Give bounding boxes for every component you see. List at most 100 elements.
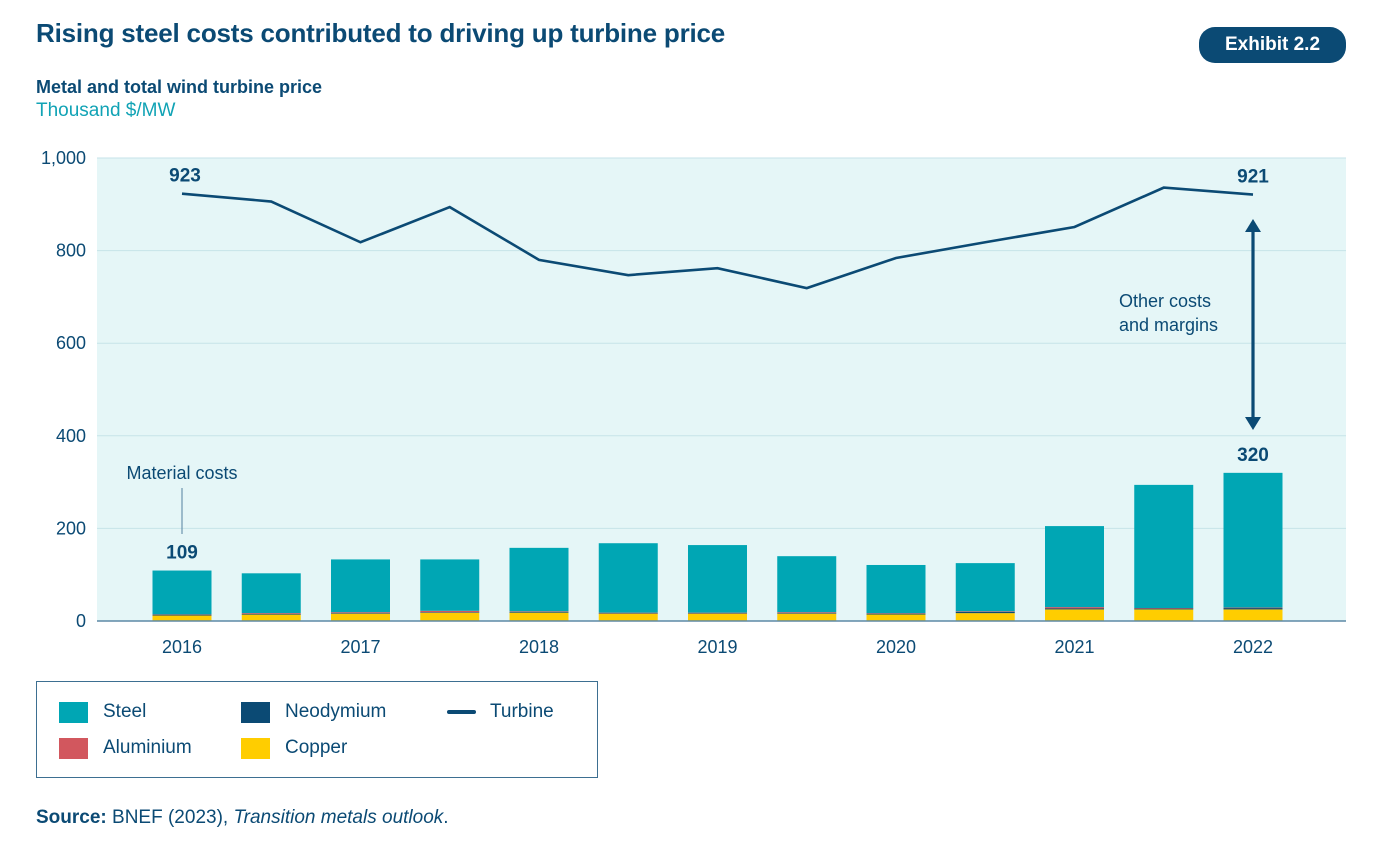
bar-steel	[688, 545, 747, 613]
bar-copper	[241, 614, 301, 621]
data-label: 109	[166, 543, 198, 564]
bar-copper	[688, 613, 747, 621]
legend-item-copper: Copper	[241, 737, 347, 759]
bar-steel	[1045, 526, 1104, 608]
bar-copper	[955, 613, 1015, 621]
x-tick-label: 2019	[697, 637, 737, 657]
bar-aluminium	[331, 612, 390, 614]
bar-steel	[152, 570, 212, 615]
bar-steel	[777, 556, 837, 613]
bar-steel	[598, 543, 658, 613]
legend-item-steel: Steel	[59, 701, 146, 723]
bar-neodymium	[1134, 608, 1194, 610]
legend-label: Aluminium	[103, 737, 192, 758]
turbine-line-swatch	[447, 710, 476, 714]
chart-svg: 0 200 400 600 800 1,000 2016 2017 2018 2019 2020 20…	[41, 148, 1346, 657]
aluminium-swatch	[59, 737, 88, 759]
bar-neodymium	[1223, 608, 1283, 610]
turbine-line	[181, 186, 1254, 290]
bar-copper	[598, 613, 658, 621]
source-text: BNEF (2023),	[112, 807, 234, 828]
legend-item-turbine: Turbine	[447, 701, 554, 723]
bar-copper	[152, 615, 212, 621]
legend-label: Steel	[103, 701, 147, 722]
x-tick-label: 2017	[340, 637, 380, 657]
bar-neodymium	[866, 613, 926, 615]
bar-steel	[1223, 472, 1283, 608]
bar-steel	[509, 547, 569, 612]
bar-neodymium	[777, 613, 837, 614]
bar-neodymium	[598, 613, 658, 614]
bar-copper	[509, 612, 569, 621]
steel-swatch	[59, 701, 88, 723]
bar-copper	[1134, 609, 1194, 621]
source-label: Source:	[36, 807, 107, 828]
bar-aluminium	[688, 612, 747, 614]
bar-neodymium	[1045, 608, 1104, 610]
x-tick-label: 2020	[876, 637, 916, 657]
annotation-other-costs: and margins	[1119, 315, 1218, 335]
bar-steel	[241, 573, 301, 614]
source-title: Transition metals outlook	[233, 807, 444, 828]
bar-neodymium	[241, 614, 301, 615]
x-tick-label: 2021	[1054, 637, 1094, 657]
legend-label: Neodymium	[285, 701, 387, 722]
bar-copper	[1045, 609, 1104, 621]
neodymium-swatch	[241, 701, 270, 723]
data-label: 921	[1237, 167, 1269, 188]
y-tick-label: 800	[56, 241, 86, 261]
y-tick-label: 1,000	[41, 148, 86, 168]
bar-copper	[420, 612, 480, 621]
x-tick-label: 2022	[1233, 637, 1273, 657]
x-tick-label: 2016	[162, 637, 202, 657]
arrow-head-up	[1245, 219, 1261, 232]
bar-aluminium	[866, 613, 926, 614]
legend: Steel Neodymium Turbine Aluminium Copper	[36, 681, 598, 778]
bar-copper	[866, 614, 926, 621]
bar-aluminium	[1045, 607, 1104, 609]
bar-neodymium	[152, 614, 212, 616]
legend-label: Turbine	[490, 701, 554, 722]
bar-aluminium	[420, 610, 480, 613]
chart-subtitle: Metal and total wind turbine price	[36, 77, 323, 97]
bar-copper	[331, 613, 390, 621]
bar-steel	[420, 559, 480, 611]
bar-aluminium	[1134, 608, 1194, 609]
legend-item-aluminium: Aluminium	[59, 737, 192, 759]
bar-aluminium	[241, 613, 301, 615]
annotation-material-costs: Material costs	[126, 463, 237, 483]
y-tick-label: 600	[56, 333, 86, 353]
bar-neodymium	[955, 611, 1015, 614]
arrow-head-down	[1245, 417, 1261, 430]
source-end: .	[443, 807, 449, 828]
bar-copper	[1223, 609, 1283, 621]
bar-steel	[866, 564, 926, 614]
bar-copper	[777, 613, 837, 621]
exhibit-badge: Exhibit 2.2	[1199, 27, 1346, 63]
bar-steel	[955, 563, 1015, 612]
legend-item-neodymium: Neodymium	[241, 701, 386, 723]
copper-swatch	[241, 737, 270, 759]
bar-aluminium	[1223, 607, 1283, 609]
data-label: 923	[169, 166, 201, 187]
y-tick-label: 200	[56, 518, 86, 538]
bar-aluminium	[509, 611, 569, 612]
bar-neodymium	[331, 613, 390, 614]
bar-neodymium	[420, 612, 480, 613]
legend-label: Copper	[285, 737, 348, 758]
bar-aluminium	[598, 612, 658, 614]
source-note: Source: BNEF (2023), Transition metals o…	[36, 807, 449, 829]
bar-aluminium	[955, 611, 1015, 612]
data-label: 320	[1237, 445, 1269, 466]
annotation-other-costs: Other costs	[1119, 291, 1211, 311]
bar-steel	[331, 559, 390, 613]
chart-title: Rising steel costs contributed to drivin…	[36, 18, 726, 48]
bar-steel	[1134, 484, 1194, 609]
y-tick-label: 400	[56, 426, 86, 446]
x-tick-label: 2018	[519, 637, 559, 657]
bar-aluminium	[777, 612, 837, 614]
unit-label: Thousand $/MW	[36, 100, 176, 121]
bar-neodymium	[688, 613, 747, 614]
bar-neodymium	[509, 611, 569, 613]
y-tick-label: 0	[76, 611, 86, 631]
